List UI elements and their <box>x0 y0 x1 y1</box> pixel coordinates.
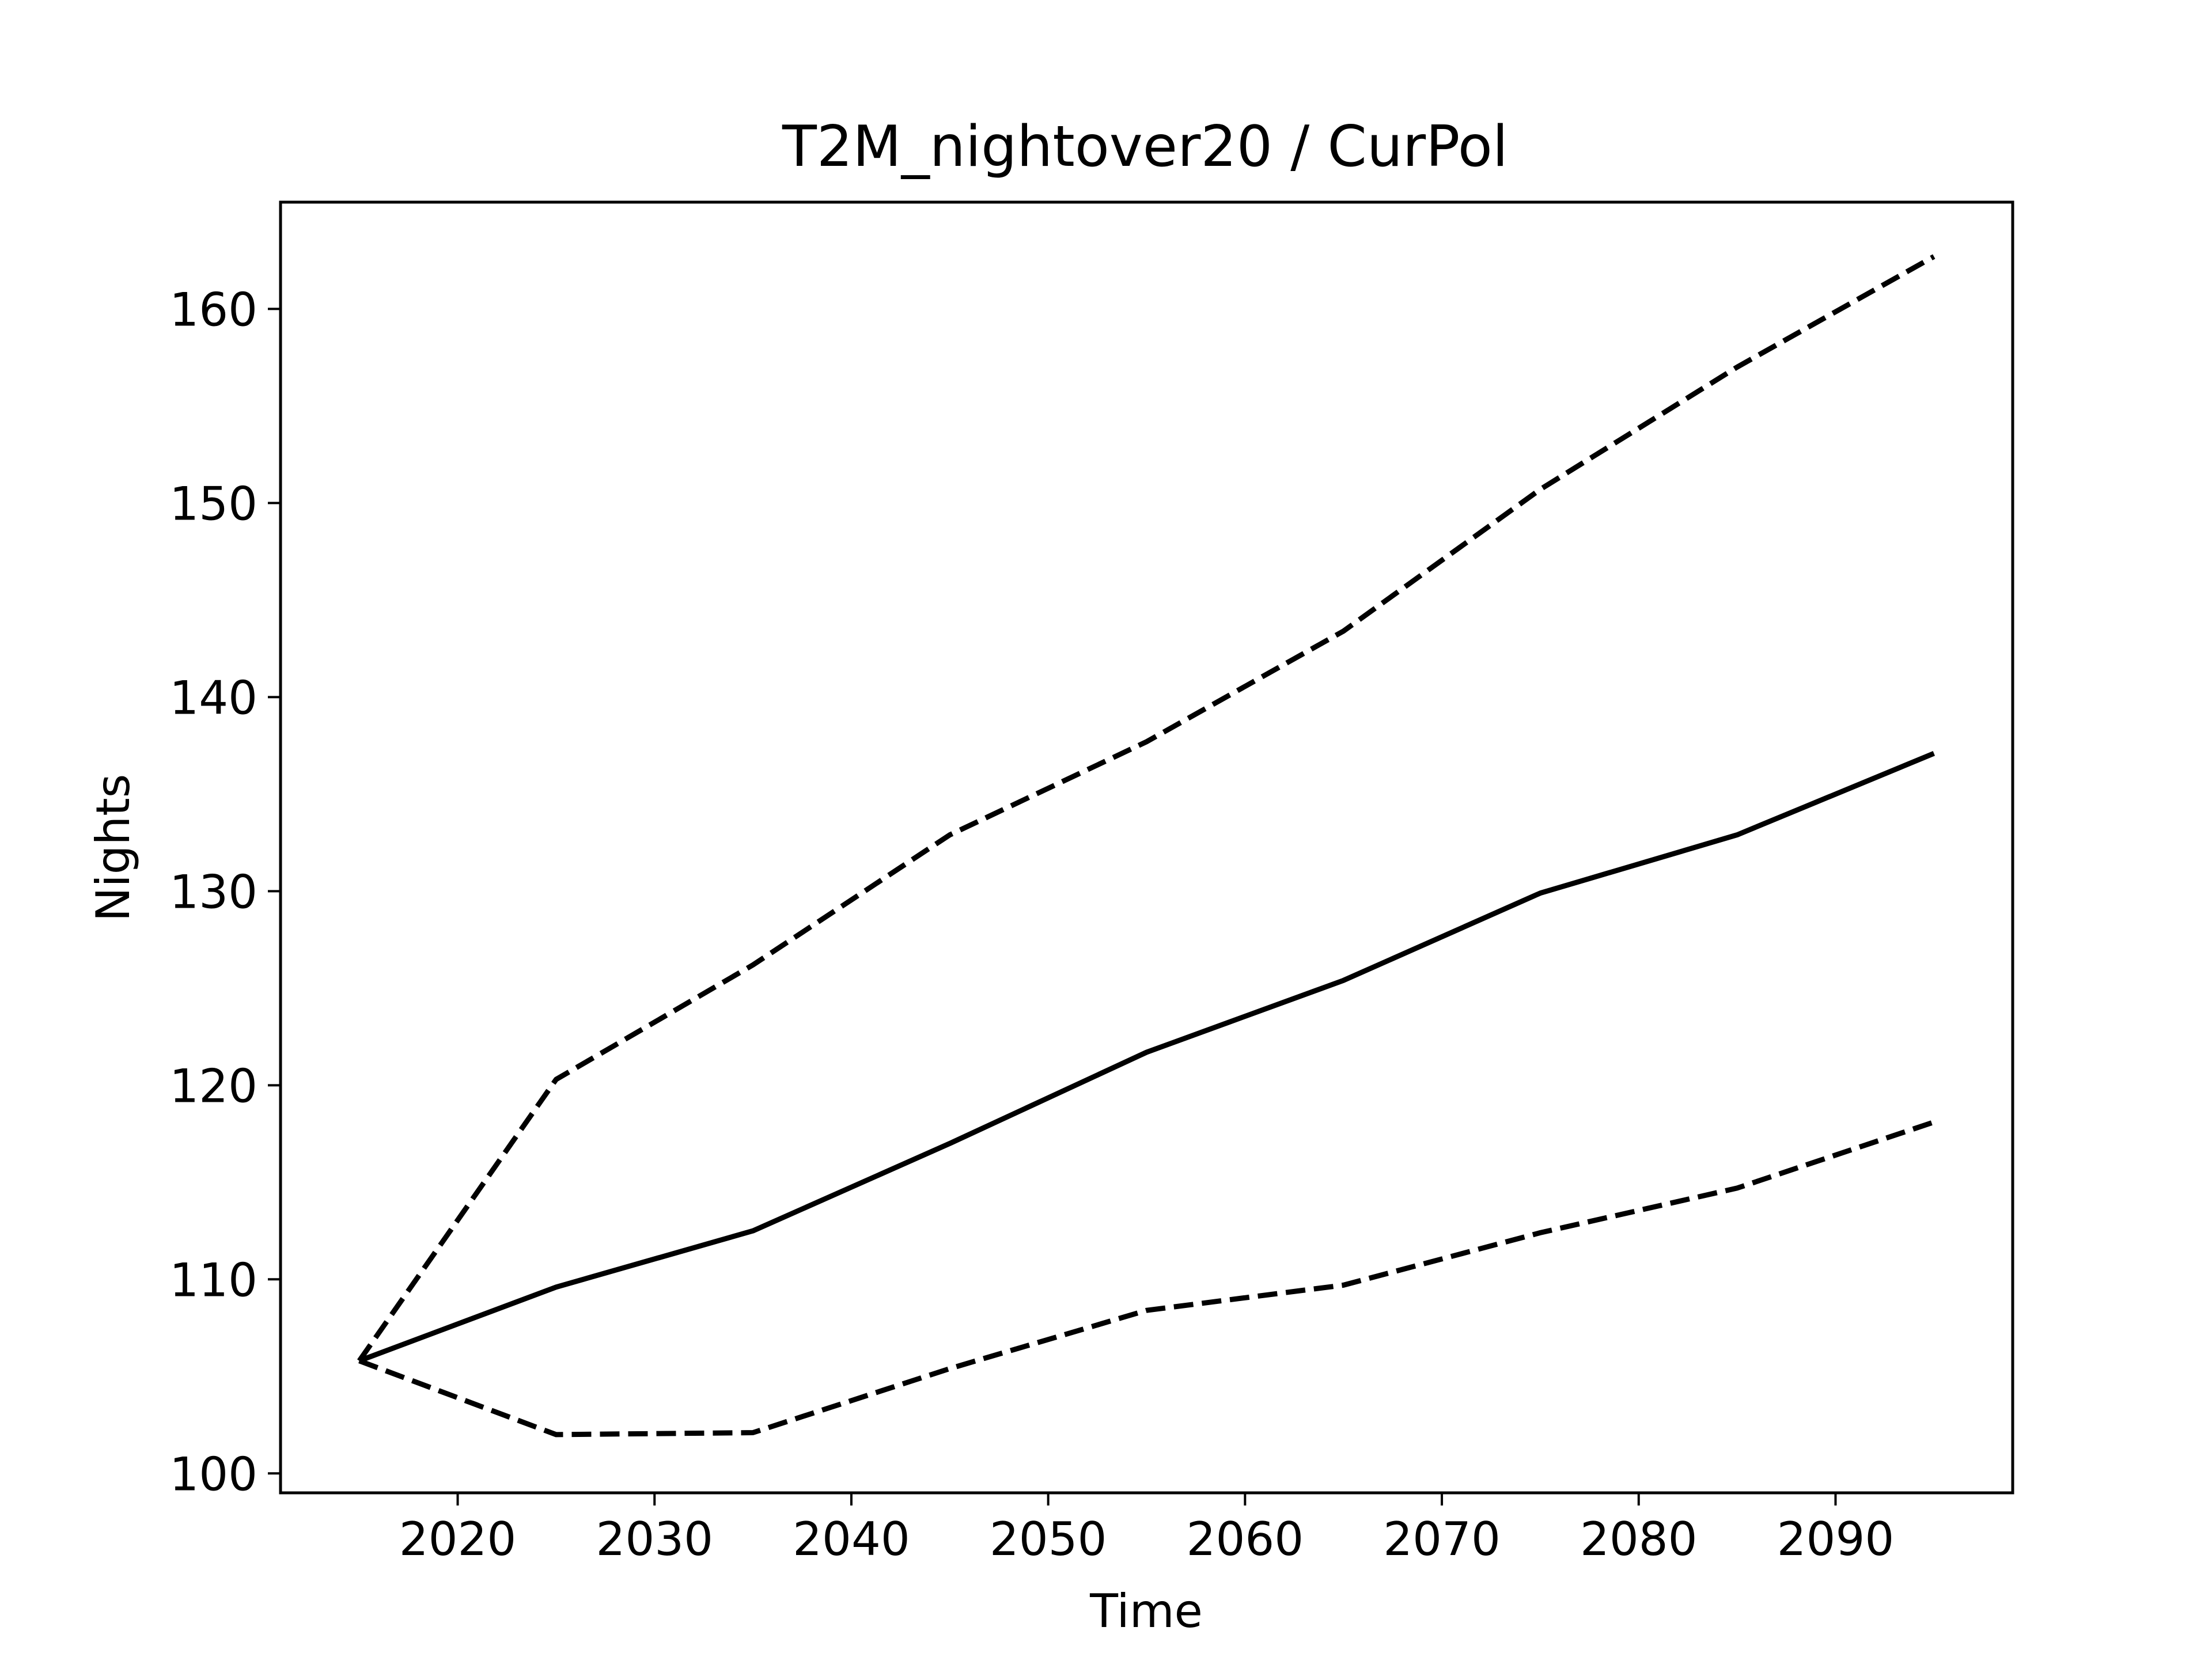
x-tick-label: 2020 <box>399 1512 517 1566</box>
y-tick-label: 100 <box>169 1447 257 1501</box>
x-tick-label: 2030 <box>596 1512 713 1566</box>
plot-frame <box>279 200 2014 1495</box>
y-tick-label: 160 <box>169 283 257 336</box>
y-tick-label: 140 <box>169 671 257 725</box>
upper-bound-line <box>357 254 1936 1363</box>
y-tick-label: 150 <box>169 477 257 530</box>
chart-title: T2M_nightover20 / CurPol <box>782 114 1508 180</box>
x-tick-label: 2050 <box>990 1512 1107 1566</box>
y-tick-label: 110 <box>169 1253 257 1307</box>
x-tick-label: 2060 <box>1187 1512 1304 1566</box>
x-tick-label: 2090 <box>1777 1512 1895 1566</box>
x-axis-label: Time <box>1089 1584 1203 1638</box>
x-tick-label: 2070 <box>1383 1512 1501 1566</box>
y-tick-label: 130 <box>169 865 257 919</box>
median-line <box>358 750 1936 1364</box>
y-tick-label: 120 <box>169 1059 257 1113</box>
x-tick-label: 2040 <box>793 1512 910 1566</box>
lower-bound-line <box>358 1120 1935 1438</box>
x-tick-label: 2080 <box>1580 1512 1698 1566</box>
y-axis-label: Nights <box>86 774 140 922</box>
